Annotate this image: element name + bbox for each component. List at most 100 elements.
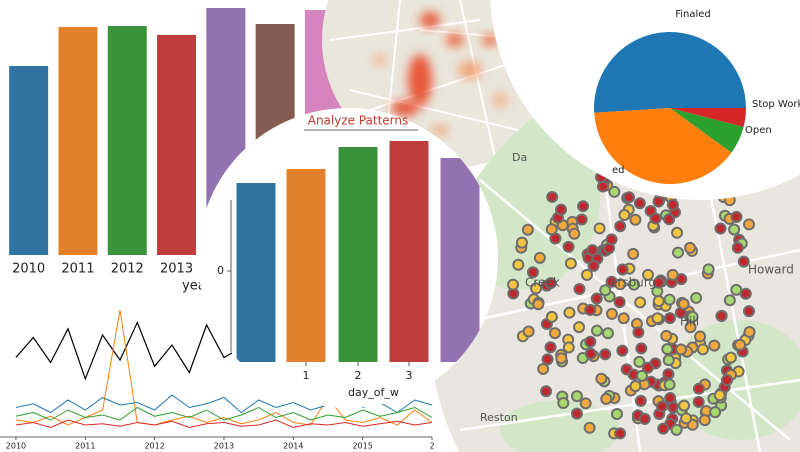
x-tick-label: 2 bbox=[429, 442, 434, 451]
map-dot bbox=[568, 227, 581, 240]
map-dot bbox=[675, 343, 688, 356]
map-dot bbox=[641, 361, 654, 374]
map-dot bbox=[617, 312, 630, 325]
map-dot bbox=[664, 391, 677, 404]
pie-label: Stop Work bbox=[752, 99, 800, 110]
bar bbox=[286, 169, 326, 362]
map-dot bbox=[649, 212, 662, 225]
heat-blob bbox=[432, 125, 448, 135]
map-dot bbox=[652, 195, 665, 208]
map-dot bbox=[521, 223, 534, 236]
bar-chart: 0 1 2 3 day_of_w bbox=[217, 141, 480, 399]
x-tick-label: 2015 bbox=[352, 442, 372, 451]
map-dot bbox=[730, 283, 743, 296]
map-dot bbox=[743, 325, 756, 338]
map-dot bbox=[616, 344, 629, 357]
park-area bbox=[500, 400, 620, 452]
map-dot bbox=[562, 341, 575, 354]
map-dot bbox=[555, 352, 568, 365]
bar bbox=[236, 183, 276, 362]
map-dot bbox=[633, 355, 646, 368]
x-tick-label: 2 bbox=[355, 369, 362, 382]
map-dot bbox=[587, 259, 600, 272]
map-dot bbox=[730, 210, 743, 223]
map-dot bbox=[526, 266, 539, 279]
map-dot bbox=[661, 343, 674, 356]
heat-blob bbox=[420, 12, 440, 28]
map-dot bbox=[533, 251, 546, 264]
map-dot bbox=[608, 185, 621, 198]
map-dot bbox=[590, 292, 603, 305]
line-series bbox=[15, 394, 433, 414]
bar bbox=[157, 35, 197, 255]
map-road bbox=[479, 179, 791, 441]
bar bbox=[338, 147, 378, 362]
map-dot bbox=[614, 427, 627, 440]
map-dot bbox=[652, 295, 665, 308]
map-dot bbox=[702, 263, 715, 276]
map-dot bbox=[657, 422, 670, 435]
line-series bbox=[15, 419, 433, 429]
line-chart: 2010 2011 2012 2013 2014 2015 2 bbox=[0, 309, 435, 451]
map-dot bbox=[563, 306, 576, 319]
map-dot bbox=[709, 406, 722, 419]
map-dot bbox=[734, 338, 747, 351]
map-dot bbox=[714, 222, 727, 235]
map-dot bbox=[584, 303, 597, 316]
map-road bbox=[459, 378, 800, 432]
map-dot bbox=[595, 372, 608, 385]
map-dot bbox=[629, 213, 642, 226]
map-dot bbox=[599, 284, 612, 297]
map-dot bbox=[713, 389, 726, 402]
map-label: Howard bbox=[748, 263, 794, 277]
map-label: ersburg bbox=[610, 276, 656, 290]
x-tick-label: 2012 bbox=[111, 262, 144, 277]
line-series bbox=[15, 320, 242, 381]
map-dot bbox=[708, 339, 721, 352]
map-dot bbox=[549, 232, 562, 245]
map-dot bbox=[655, 400, 668, 413]
map-dot bbox=[557, 397, 570, 410]
bar bbox=[389, 141, 429, 362]
line-series bbox=[15, 406, 433, 421]
map-dot bbox=[616, 263, 629, 276]
map-dot bbox=[544, 277, 557, 290]
map-dot bbox=[570, 390, 583, 403]
heat-blob bbox=[482, 34, 498, 46]
map-label: Creek bbox=[525, 276, 560, 290]
map-dot bbox=[672, 246, 685, 259]
map-dot bbox=[715, 309, 728, 322]
map-dot bbox=[573, 282, 586, 295]
map-dot bbox=[651, 312, 664, 325]
map-dot bbox=[663, 293, 676, 306]
map-dot bbox=[742, 305, 755, 318]
map-dot bbox=[515, 236, 528, 249]
map-dot bbox=[622, 191, 635, 204]
map-dot bbox=[627, 278, 640, 291]
map-dot bbox=[537, 362, 550, 375]
map-dot bbox=[635, 342, 648, 355]
map-dot bbox=[634, 296, 647, 309]
map-dot bbox=[548, 327, 561, 340]
x-axis-label: day_of_w bbox=[348, 386, 399, 399]
map-dot bbox=[666, 198, 679, 211]
map-dot bbox=[600, 392, 613, 405]
map-dot bbox=[507, 278, 520, 291]
map-dot bbox=[591, 324, 604, 337]
map-dot bbox=[698, 414, 711, 427]
map-dot bbox=[584, 347, 597, 360]
x-tick-label: 2010 bbox=[6, 442, 26, 451]
map-dot bbox=[546, 190, 559, 203]
map-dot bbox=[522, 325, 535, 338]
bar bbox=[58, 27, 98, 255]
map-dot bbox=[635, 369, 648, 382]
map-label: Hill bbox=[680, 315, 699, 329]
map-dot bbox=[680, 412, 693, 425]
map-dot bbox=[724, 351, 737, 364]
map-dot bbox=[723, 294, 736, 307]
heat-blob bbox=[446, 33, 464, 47]
heat-blob bbox=[492, 93, 508, 107]
map-dot bbox=[610, 408, 623, 421]
map-dot bbox=[599, 348, 612, 361]
